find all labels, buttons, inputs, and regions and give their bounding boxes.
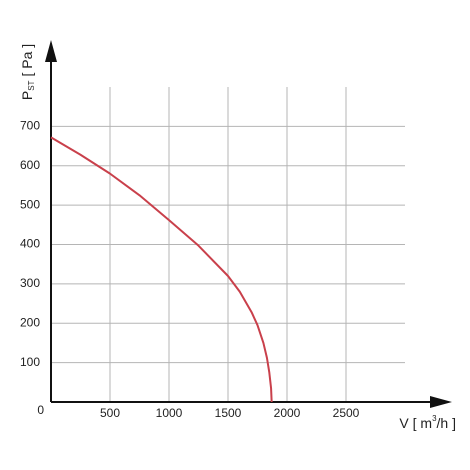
y-label-main: P [19,91,35,100]
x-axis-arrow [430,396,452,408]
x-tick-label: 2500 [333,406,360,420]
y-tick-label: 300 [20,276,40,290]
x-label-sup: 3 [432,414,437,423]
y-tick-label: 600 [20,158,40,172]
x-tick-label: 1500 [215,406,242,420]
x-label-end: /h ] [437,415,456,431]
y-tick-label: 400 [20,237,40,251]
x-tick-label: 500 [100,406,120,420]
y-tick-label: 0 [37,403,44,417]
x-axis-label: V [ m3/h ] [399,414,456,431]
y-axis-label: PST [ Pa ] [19,44,36,100]
y-tick-label: 100 [20,355,40,369]
y-label-end: [ Pa ] [19,44,35,77]
y-label-sub: ST [27,80,36,90]
curve [50,136,273,403]
y-tick-label: 200 [20,315,40,329]
x-tick-label: 2000 [274,406,301,420]
y-axis-arrow [45,40,57,62]
x-label-main: V [ m [399,415,432,431]
x-tick-label: 1000 [156,406,183,420]
y-tick-label: 700 [20,119,40,133]
y-tick-label: 500 [20,197,40,211]
